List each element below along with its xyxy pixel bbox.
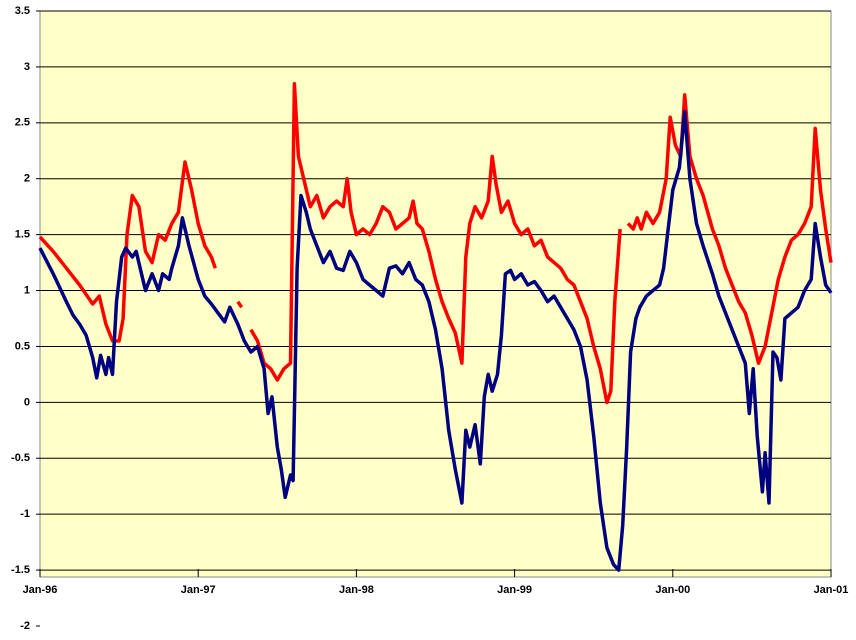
y-tick-label: 2.5	[15, 117, 30, 129]
x-tick-label: Jan-00	[655, 584, 690, 596]
x-tick-label: Jan-96	[23, 584, 58, 596]
y-tick-label: 3.5	[15, 5, 30, 17]
plot-area	[39, 10, 832, 578]
y-tick-label: 1	[24, 284, 30, 296]
y-tick-label: 0.5	[15, 340, 30, 352]
y-tick-label: 1.5	[15, 229, 30, 241]
y-tick-label: 3	[24, 61, 30, 73]
x-tick-label: Jan-98	[339, 584, 374, 596]
x-tick-label: Jan-99	[497, 584, 532, 596]
x-tick-label: Jan-01	[814, 584, 849, 596]
y-tick-label: -1	[20, 508, 30, 520]
y-tick-label: 0	[24, 396, 30, 408]
line-series	[38, 81, 833, 405]
y-tick-label: -1.5	[11, 564, 30, 576]
line-series	[38, 109, 833, 572]
y-tick-label: -0.5	[11, 452, 30, 464]
y-tick-label: 2	[24, 173, 30, 185]
y-tick-label: -2	[20, 620, 30, 632]
x-tick-label: Jan-97	[181, 584, 216, 596]
